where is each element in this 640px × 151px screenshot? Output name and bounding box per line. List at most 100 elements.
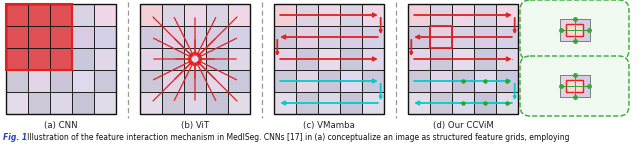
Bar <box>340 92 362 114</box>
Bar <box>296 70 318 92</box>
Bar <box>162 92 184 114</box>
Bar <box>318 26 340 48</box>
Bar <box>340 48 362 70</box>
Bar <box>362 4 384 26</box>
Bar <box>274 4 296 26</box>
Bar <box>184 70 206 92</box>
Bar <box>162 70 184 92</box>
Bar <box>6 48 28 70</box>
Bar <box>340 70 362 92</box>
Bar <box>162 48 184 70</box>
Bar <box>559 30 575 41</box>
Bar <box>184 92 206 114</box>
Bar <box>6 70 28 92</box>
Bar <box>496 48 518 70</box>
Bar <box>452 4 474 26</box>
Bar <box>140 48 162 70</box>
Text: (b) ViT: (b) ViT <box>181 121 209 130</box>
Bar <box>50 48 72 70</box>
Bar <box>559 86 575 97</box>
Bar <box>140 4 250 114</box>
Bar <box>452 92 474 114</box>
Bar <box>6 4 116 114</box>
Bar <box>274 4 384 114</box>
Bar <box>408 26 430 48</box>
Bar <box>6 92 28 114</box>
Bar <box>566 24 583 36</box>
Bar <box>408 92 430 114</box>
Bar <box>408 4 430 26</box>
Bar <box>296 92 318 114</box>
Bar <box>6 4 28 26</box>
Bar <box>72 26 94 48</box>
Bar <box>140 92 162 114</box>
Text: (c) VMamba: (c) VMamba <box>303 121 355 130</box>
Bar <box>94 70 116 92</box>
Bar <box>340 26 362 48</box>
Bar <box>430 70 452 92</box>
Bar <box>474 92 496 114</box>
Bar <box>162 4 184 26</box>
Bar <box>474 48 496 70</box>
Bar <box>496 4 518 26</box>
Bar <box>318 4 340 26</box>
Bar <box>430 92 452 114</box>
Bar <box>559 75 575 86</box>
Bar <box>228 48 250 70</box>
Text: ...: ... <box>506 53 514 61</box>
Bar <box>28 4 50 26</box>
Bar <box>228 92 250 114</box>
Bar <box>474 4 496 26</box>
Bar <box>408 48 430 70</box>
Bar <box>94 48 116 70</box>
Text: Fig. 1: Fig. 1 <box>3 133 27 142</box>
Bar <box>206 48 228 70</box>
Bar <box>72 48 94 70</box>
Bar <box>474 26 496 48</box>
Bar <box>28 70 50 92</box>
Bar <box>274 92 296 114</box>
Bar <box>50 92 72 114</box>
Bar <box>28 48 50 70</box>
Bar <box>94 4 116 26</box>
Bar <box>575 86 589 97</box>
Text: (a) CNN: (a) CNN <box>44 121 78 130</box>
Bar <box>50 4 72 26</box>
Bar <box>296 48 318 70</box>
Bar <box>362 70 384 92</box>
Bar <box>206 70 228 92</box>
Bar <box>228 70 250 92</box>
Bar <box>228 26 250 48</box>
Text: (d) Our CCViM: (d) Our CCViM <box>433 121 493 130</box>
Bar <box>94 92 116 114</box>
Bar <box>452 70 474 92</box>
Bar <box>206 92 228 114</box>
Bar <box>362 26 384 48</box>
Bar <box>140 26 162 48</box>
Bar <box>72 92 94 114</box>
Bar <box>318 48 340 70</box>
Bar <box>184 4 206 26</box>
Bar <box>296 26 318 48</box>
Bar <box>140 70 162 92</box>
Bar <box>184 48 206 70</box>
Bar <box>430 4 452 26</box>
Bar <box>140 4 162 26</box>
Bar <box>6 26 28 48</box>
Bar <box>566 80 583 92</box>
Bar <box>408 70 430 92</box>
Bar <box>274 70 296 92</box>
Bar <box>430 26 452 48</box>
Bar <box>28 92 50 114</box>
Bar <box>575 75 589 86</box>
Bar <box>575 30 589 41</box>
Bar <box>184 26 206 48</box>
FancyBboxPatch shape <box>520 56 629 116</box>
Bar <box>274 26 296 48</box>
Bar <box>50 70 72 92</box>
Bar <box>228 4 250 26</box>
Bar <box>496 92 518 114</box>
Bar <box>318 70 340 92</box>
Bar <box>496 26 518 48</box>
Bar <box>452 26 474 48</box>
